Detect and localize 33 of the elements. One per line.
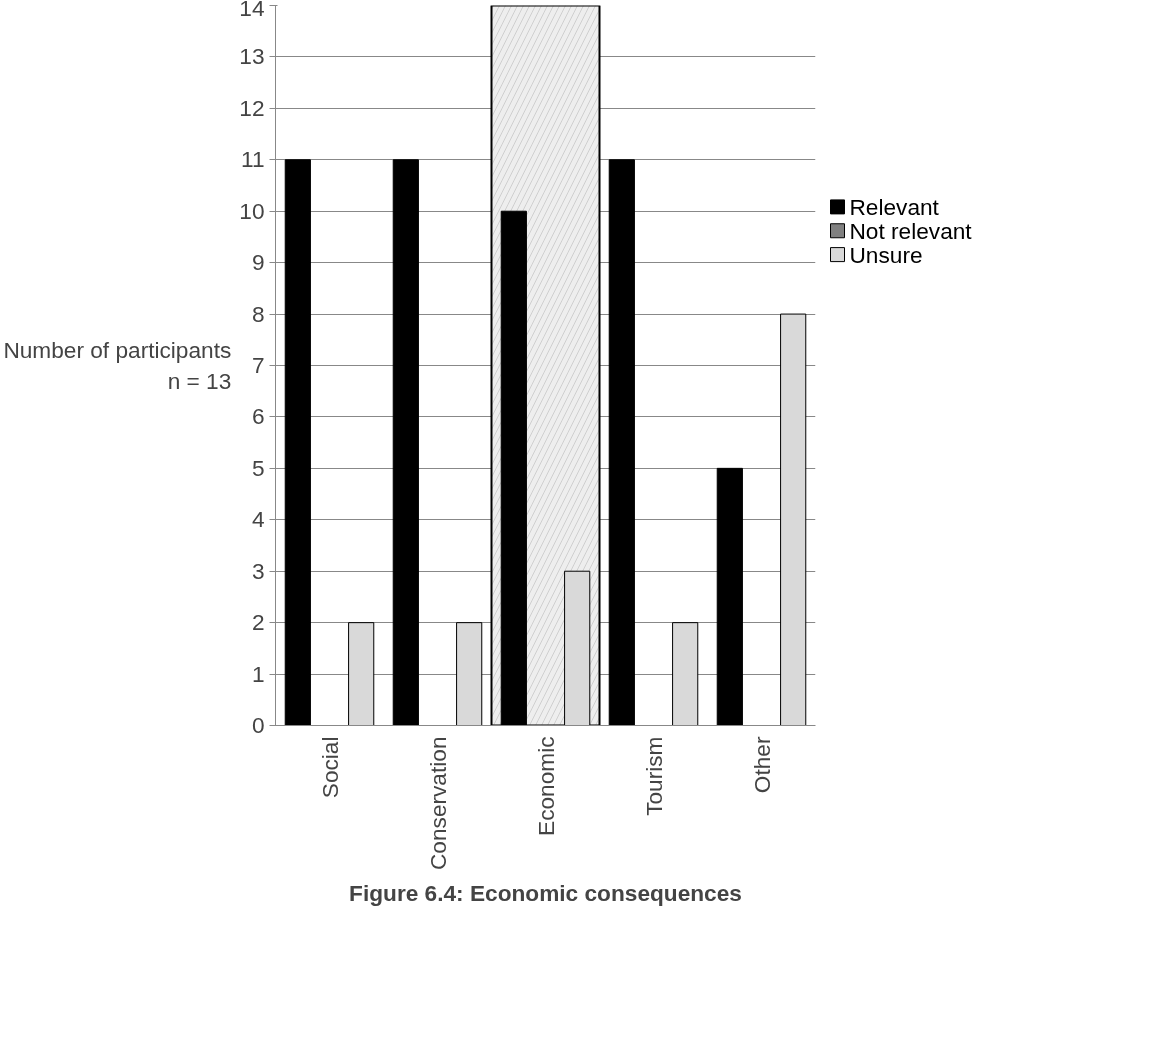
bar [392,159,419,726]
text: Figure 6.4: Economic consequences [349,879,742,906]
bar [348,622,375,726]
y-tick-label: 5 [251,454,265,481]
legend-label: Unsure [849,241,923,268]
x-tick-label: Conservation [424,736,451,870]
x-tick-label: Economic [532,736,559,836]
y-tick-label: 8 [251,300,265,327]
y-axis-title: Number of participants n = 13 [3,336,232,395]
bar [456,622,483,726]
y-tick-label: 4 [251,506,265,533]
y-tick-label: 10 [239,197,265,224]
bar [608,159,635,726]
y-tick-label: 11 [240,146,265,173]
y-tick-label: 0 [251,712,265,738]
y-tick-label: 2 [251,609,265,636]
x-tick-label: Social [316,736,343,799]
y-tick-label: 13 [239,43,265,70]
y-tick-label: 3 [251,557,265,584]
y-tick-label: 6 [251,403,265,430]
bar [716,467,743,726]
y-tick-label: 9 [251,249,265,276]
y-tick-label: 12 [239,94,265,121]
bar [780,313,807,726]
legend-label: Not relevant [849,217,973,244]
x-tick-label: Tourism [640,736,667,816]
y-tick-label: 7 [251,352,265,378]
y-tick-label: 1 [251,660,265,687]
x-tick-label: Other [748,736,775,794]
bar [672,622,699,726]
legend-label: Relevant [849,193,940,220]
y-tick-label: 14 [239,0,265,21]
bar [284,159,311,726]
